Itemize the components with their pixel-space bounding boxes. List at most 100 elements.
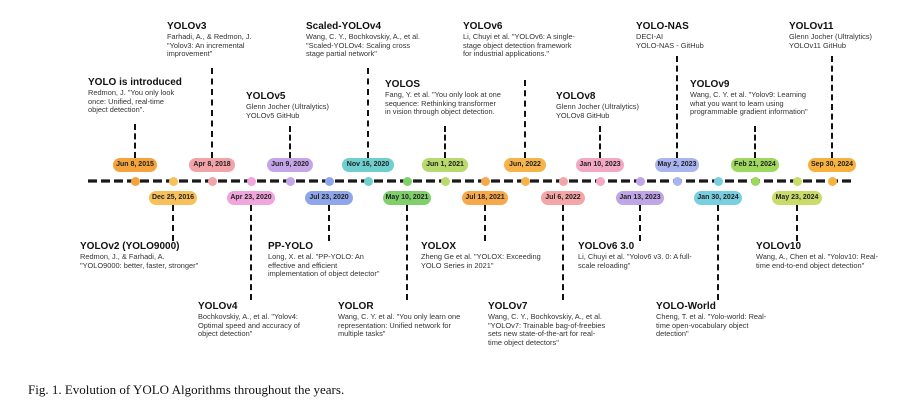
yolo-nas-title: YOLO-NAS (636, 21, 689, 32)
yolo-nas-axis-marker (672, 176, 682, 186)
yolov5-reference-line: Glenn Jocher (Ultralytics) (246, 102, 329, 111)
yolov8-connector (598, 126, 601, 158)
yolo-reference-line: once: Unified, real-time (88, 96, 164, 106)
yolo-world-date-pill: Jan 30, 2024 (694, 191, 742, 205)
yolov6-3-date-pill: Jan 13, 2023 (616, 191, 664, 205)
yolo-world-axis-marker (713, 176, 723, 186)
yolox-reference-line: YOLO Series in 2021" (421, 260, 494, 270)
yolov5-title: YOLOv5 (246, 91, 286, 102)
scaled-yolov4-title: Scaled-YOLOv4 (306, 21, 382, 32)
yolo-connector (133, 124, 136, 158)
yolov6-3-entry: YOLOv6 3.0 Li, Chuyi et al. "Yolov6 v3. 0… (578, 241, 692, 270)
yolo-world-entry: YOLO-World Cheng, T. et al. "Yolo-world: … (656, 301, 766, 339)
yolov6-3-reference-line: Li, Chuyi et al. "Yolov6 v3. 0: A full- (578, 252, 692, 261)
yolov10-connector (795, 205, 798, 241)
yolov7-date-pill: Jul 6, 2022 (541, 191, 585, 205)
yolov9-connector (753, 126, 756, 158)
pp-yolo-reference-line: implementation of object detector" (268, 269, 380, 279)
pp-yolo-reference-line: effective and efficient (268, 260, 338, 270)
yolov11-reference-line: Glenn Jocher (Ultralytics) (789, 32, 872, 41)
yolor-connector (405, 205, 408, 300)
yolo-entry: YOLO is introduced Redmon, J. "You only l… (88, 77, 182, 115)
yolov9-reference-line: programmable gradient information" (690, 107, 808, 117)
yolov3-date-pill: Apr 8, 2018 (189, 158, 235, 172)
yolos-reference-line: sequence: Rethinking transformer (385, 98, 496, 108)
yolov3-reference-line: Farhadi, A., & Redmon, J. (167, 32, 252, 41)
yolov6-axis-marker (520, 176, 530, 186)
yolov2-connector (171, 205, 174, 241)
yolo-nas-connector (675, 56, 678, 158)
yolov11-title: YOLOv11 (789, 21, 834, 32)
yolov3-connector (210, 68, 213, 158)
yolov4-date-pill: Apr 23, 2020 (227, 191, 275, 205)
yolov9-date-pill: Feb 21, 2024 (731, 158, 779, 172)
yolov11-date-pill: Sep 30, 2024 (808, 158, 856, 172)
yolo-reference-line: object detection". (88, 105, 145, 115)
yolor-reference-line: Wang, C. Y. et al. "You only learn one (338, 312, 461, 321)
scaled-yolov4-reference-line: stage partial network" (306, 49, 377, 59)
yolov2-reference-line: "YOLO9000: better, faster, stronger" (80, 260, 199, 270)
scaled-yolov4-reference-line: "Scaled-YOLOv4: Scaling cross (306, 40, 411, 50)
yolor-date-pill: May 10, 2021 (383, 191, 431, 205)
scaled-yolov4-axis-marker (363, 176, 373, 186)
yolov7-title: YOLOv7 (488, 301, 528, 312)
yolov4-reference-line: Bochkovskiy, A., et al. "Yolov4: (198, 312, 298, 321)
yolo-nas-date-pill: May 2, 2023 (655, 158, 699, 172)
yolo-world-reference-line: time open-vocabulary object (656, 320, 749, 330)
yolos-connector (443, 126, 446, 158)
yolo-title: YOLO is introduced (88, 77, 182, 88)
yolov6-entry: YOLOv6 Li, Chuyi et al. "YOLOv6: A single… (463, 21, 575, 59)
yolo-world-reference-line: detection" (656, 329, 689, 339)
yolos-reference-line: in vision through object detection. (385, 107, 495, 117)
yolov6-reference-line: for industrial applications." (463, 49, 550, 59)
yolor-axis-marker (402, 176, 412, 186)
yolo-date-pill: Jun 8, 2015 (113, 158, 157, 172)
yolo-world-title: YOLO-World (656, 301, 716, 312)
yolov2-title: YOLOv2 (YOLO9000) (80, 241, 180, 252)
pp-yolo-connector (327, 205, 330, 241)
yolov11-reference-line: YOLOv11 GitHub (789, 40, 846, 50)
yolov11-entry: YOLOv11 Glenn Jocher (Ultralytics) YOLOv11… (789, 21, 872, 50)
pp-yolo-entry: PP-YOLO Long, X. et al. "PP-YOLO: An effec… (268, 241, 380, 279)
pp-yolo-date-pill: Jul 23, 2020 (305, 191, 353, 205)
yolov4-entry: YOLOv4 Bochkovskiy, A., et al. "Yolov4: Op… (198, 301, 300, 339)
yolov4-connector (249, 205, 252, 300)
yolov8-reference-line: Glenn Jocher (Ultralytics) (556, 102, 639, 111)
yolov4-reference-line: object detection" (198, 329, 253, 339)
yolov10-title: YOLOv10 (756, 241, 802, 252)
yolo-nas-reference-line: YOLO-NAS - GitHub (636, 40, 704, 50)
yolov3-title: YOLOv3 (167, 21, 207, 32)
yolo-nas-reference-line: DECI-AI (636, 32, 664, 41)
pp-yolo-title: PP-YOLO (268, 241, 314, 252)
yolov8-reference-line: YOLOv8 GitHub (556, 110, 610, 120)
yolov8-date-pill: Jan 10, 2023 (576, 158, 624, 172)
yolov6-3-connector (638, 205, 641, 241)
scaled-yolov4-connector (366, 68, 369, 158)
yolov7-reference-line: Wang, C. Y., Bochkovskiy, A., et al. (488, 312, 602, 321)
yolov7-connector (561, 205, 564, 300)
yolov4-axis-marker (246, 176, 256, 186)
yolov6-3-reference-line: scale reloading" (578, 260, 631, 270)
yolov7-reference-line: time object detectors" (488, 337, 559, 347)
yolov9-title: YOLOv9 (690, 79, 730, 90)
yolo-nas-entry: YOLO-NAS DECI-AI YOLO-NAS - GitHub (636, 21, 704, 50)
yolov7-reference-line: "YOLOv7: Trainable bag-of-freebies (488, 320, 606, 330)
yolor-title: YOLOR (338, 301, 374, 312)
yolov3-reference-line: improvement" (167, 49, 213, 59)
yolov9-axis-marker (750, 176, 760, 186)
yolor-entry: YOLOR Wang, C. Y. et al. "You only learn … (338, 301, 460, 339)
yolo-timeline: Jun 8, 2015 YOLO is introduced Redmon, J. … (80, 21, 878, 347)
yolov6-title: YOLOv6 (463, 21, 503, 32)
yolos-title: YOLOS (385, 79, 421, 90)
yolov9-reference-line: Wang, C. Y. et al. "Yolov9: Learning (690, 90, 807, 99)
yolor-reference-line: multiple tasks" (338, 329, 386, 339)
yolov5-reference-line: YOLOv5 GitHub (246, 110, 300, 120)
yolov8-axis-marker (595, 176, 605, 186)
yolos-entry: YOLOS Fang, Y. et al. "You only look at o… (385, 79, 501, 117)
yolov6-connector (523, 80, 526, 158)
yolov7-reference-line: sets new state-of-the-art for real- (488, 329, 596, 339)
yolox-connector (483, 205, 486, 241)
yolov7-entry: YOLOv7 Wang, C. Y., Bochkovskiy, A., et a… (488, 301, 605, 347)
yolov6-date-pill: Jun, 2022 (504, 158, 546, 172)
yolox-date-pill: Jul 18, 2021 (462, 191, 508, 205)
